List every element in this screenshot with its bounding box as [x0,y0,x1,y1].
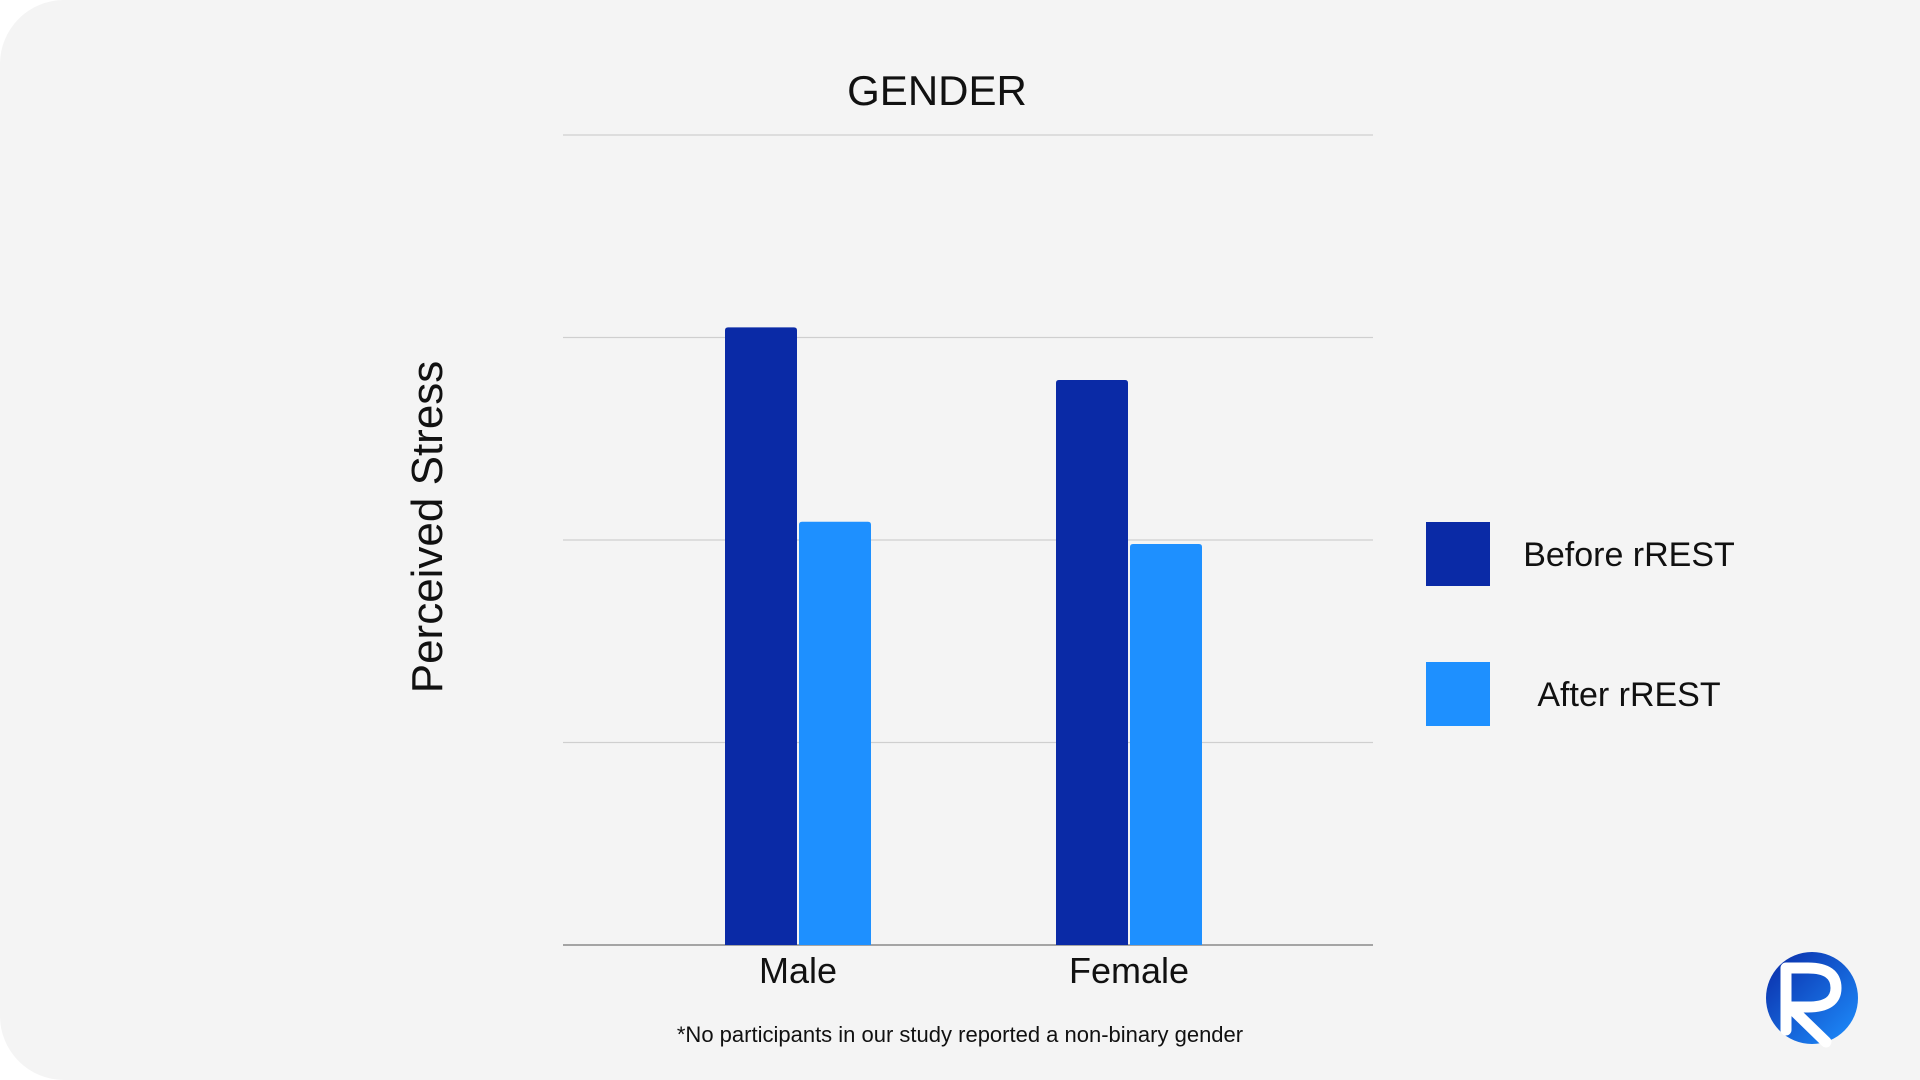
bar-male-after [799,521,871,945]
bar-female-before [1056,380,1128,945]
legend-label-after: After rREST [1537,676,1720,714]
footnote: *No participants in our study reported a… [677,1022,1243,1047]
legend-swatch-after [1426,662,1490,726]
bar-female-after [1130,544,1202,945]
bar-male-before [725,327,797,945]
legend: Before rREST After rREST [1426,522,1735,726]
bars [725,327,1202,945]
gridlines [563,134,1373,744]
r-logo-icon [1766,952,1858,1048]
y-axis-label: Perceived Stress [403,361,452,694]
x-tick-labels: Male Female [759,950,1189,991]
x-tick-label-female: Female [1069,950,1189,991]
x-tick-label-male: Male [759,950,837,991]
legend-label-before: Before rREST [1523,536,1735,574]
chart-title: GENDER [847,67,1027,114]
legend-swatch-before [1426,522,1490,586]
